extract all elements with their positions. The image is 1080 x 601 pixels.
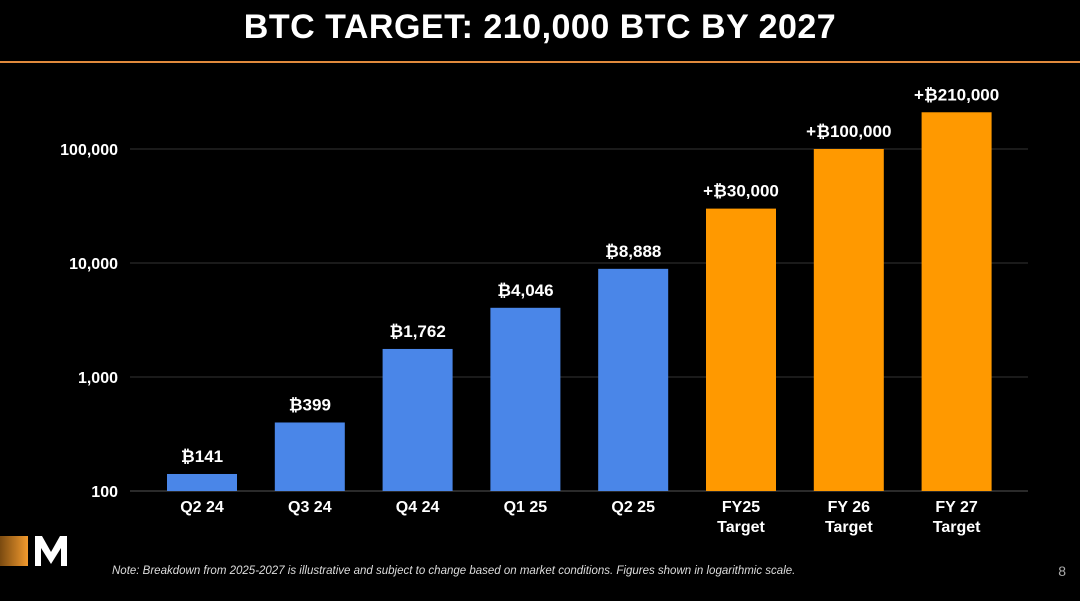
x-tick-label: FY 27 [935,499,978,516]
bar [813,149,884,491]
page-title: BTC TARGET: 210,000 BTC BY 2027 [243,8,837,46]
data-label: +₿30,000 [703,182,779,201]
bar [706,208,776,492]
x-tick-label: FY 26 [828,499,871,516]
bar [598,268,669,491]
title-divider [0,61,1080,63]
company-logo [0,536,67,566]
x-tick-label: Target [717,519,765,536]
y-tick-label: 100,000 [60,142,118,159]
page-number: 8 [1058,563,1066,579]
data-label: ₿1,762 [389,322,445,341]
footnote: Note: Breakdown from 2025-2027 is illust… [112,565,796,577]
y-tick-label: 10,000 [69,256,118,273]
data-label: ₿8,888 [605,242,661,261]
x-tick-label: Target [933,519,981,536]
bar [921,112,992,491]
bar [382,348,453,491]
bar [274,422,345,491]
bar [490,307,561,491]
bar [167,473,237,491]
y-tick-label: 100 [91,484,118,501]
data-label: ₿399 [289,395,331,414]
x-tick-label: FY25 [722,499,760,516]
x-tick-label: Q1 25 [504,499,548,516]
x-tick-label: Q4 24 [396,499,440,516]
x-tick-label: Q2 25 [611,499,655,516]
y-tick-label: 1,000 [78,370,118,387]
data-label: +₿100,000 [806,122,891,141]
x-tick-label: Target [825,519,873,536]
data-label: ₿141 [181,447,223,466]
data-label: +₿210,000 [914,85,999,104]
data-label: ₿4,046 [497,281,553,300]
x-tick-label: Q2 24 [180,499,224,516]
x-tick-label: Q3 24 [288,499,332,516]
